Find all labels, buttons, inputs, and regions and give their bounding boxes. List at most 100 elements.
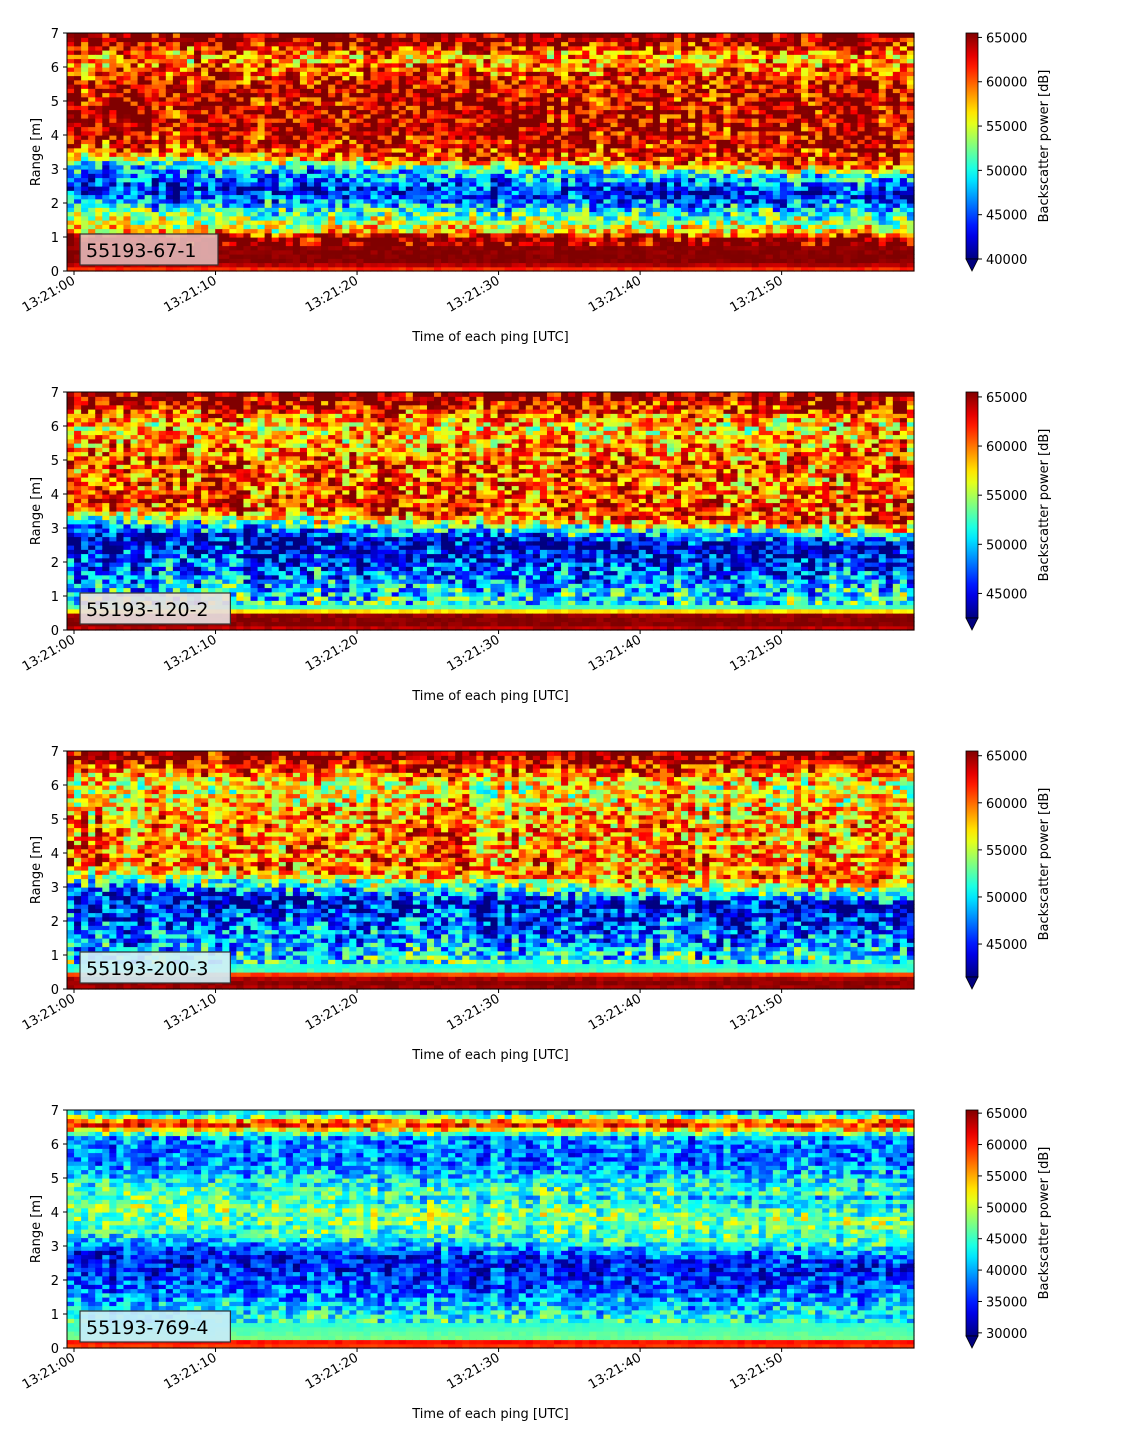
heatmap-cell xyxy=(187,229,195,234)
heatmap-cell xyxy=(300,161,308,166)
heatmap-cell xyxy=(519,237,527,242)
heatmap-cell xyxy=(328,110,336,115)
heatmap-cell xyxy=(88,118,96,123)
heatmap-cell xyxy=(349,241,357,246)
heatmap-cell xyxy=(222,246,230,251)
heatmap-cell xyxy=(399,93,407,98)
heatmap-cell xyxy=(413,37,421,42)
heatmap-cell xyxy=(526,220,534,225)
heatmap-cell xyxy=(483,54,491,59)
heatmap-cell xyxy=(123,224,131,229)
heatmap-cell xyxy=(243,207,251,212)
heatmap-cell xyxy=(533,110,541,115)
heatmap-cell xyxy=(67,37,75,42)
heatmap-cell xyxy=(109,139,117,144)
heatmap-cell xyxy=(159,203,167,208)
heatmap-cell xyxy=(208,122,216,127)
heatmap-cell xyxy=(95,152,103,157)
heatmap-cell xyxy=(378,258,386,263)
heatmap-cell xyxy=(109,165,117,170)
heatmap-cell xyxy=(342,250,350,255)
heatmap-cell xyxy=(173,54,181,59)
heatmap-cell xyxy=(314,212,322,217)
heatmap-cell xyxy=(116,182,124,187)
heatmap-cell xyxy=(413,199,421,204)
heatmap-cell xyxy=(533,165,541,170)
heatmap-cell xyxy=(519,186,527,191)
heatmap-cell xyxy=(123,148,131,153)
heatmap-cell xyxy=(533,127,541,132)
heatmap-cell xyxy=(88,216,96,221)
heatmap-cell xyxy=(342,182,350,187)
heatmap-cell xyxy=(243,33,251,38)
heatmap-cell xyxy=(258,258,266,263)
heatmap-cell xyxy=(265,54,273,59)
heatmap-cell xyxy=(378,224,386,229)
heatmap-cell xyxy=(491,97,499,102)
heatmap-cell xyxy=(123,42,131,47)
heatmap-cell xyxy=(215,105,223,110)
heatmap-cell xyxy=(116,50,124,55)
heatmap-cell xyxy=(413,233,421,238)
heatmap-cell xyxy=(102,178,110,183)
heatmap-cell xyxy=(307,59,315,64)
heatmap-cell xyxy=(448,46,456,51)
heatmap-cell xyxy=(159,139,167,144)
heatmap-cell xyxy=(187,131,195,136)
heatmap-cell xyxy=(123,54,131,59)
heatmap-cell xyxy=(251,233,259,238)
heatmap-cell xyxy=(109,88,117,93)
heatmap-cell xyxy=(131,63,139,68)
heatmap-cell xyxy=(236,110,244,115)
heatmap-cell xyxy=(462,173,470,178)
heatmap-cell xyxy=(448,250,456,255)
heatmap-cell xyxy=(363,233,371,238)
heatmap-cell xyxy=(159,199,167,204)
heatmap-cell xyxy=(81,165,89,170)
heatmap-cell xyxy=(512,216,520,221)
heatmap-cell xyxy=(526,178,534,183)
heatmap-cell xyxy=(526,42,534,47)
heatmap-cell xyxy=(180,84,188,89)
heatmap-cell xyxy=(222,76,230,81)
heatmap-cell xyxy=(222,224,230,229)
heatmap-cell xyxy=(526,59,534,64)
heatmap-cell xyxy=(123,63,131,68)
heatmap-cell xyxy=(243,84,251,89)
heatmap-cell xyxy=(145,93,153,98)
heatmap-cell xyxy=(434,203,442,208)
heatmap-cell xyxy=(258,173,266,178)
heatmap-cell xyxy=(335,224,343,229)
heatmap-cell xyxy=(138,46,146,51)
heatmap-cell xyxy=(272,114,280,119)
heatmap-cell xyxy=(236,246,244,251)
heatmap-cell xyxy=(307,190,315,195)
heatmap-cell xyxy=(116,212,124,217)
heatmap-cell xyxy=(279,88,287,93)
heatmap-cell xyxy=(243,118,251,123)
heatmap-cell xyxy=(272,212,280,217)
heatmap-cell xyxy=(413,165,421,170)
heatmap-cell xyxy=(476,250,484,255)
heatmap-cell xyxy=(399,88,407,93)
heatmap-cell xyxy=(272,50,280,55)
heatmap-cell xyxy=(469,161,477,166)
heatmap-cell xyxy=(201,139,209,144)
heatmap-cell xyxy=(258,186,266,191)
heatmap-cell xyxy=(300,135,308,140)
heatmap-cell xyxy=(243,212,251,217)
heatmap-cell xyxy=(540,207,548,212)
heatmap-cell xyxy=(491,84,499,89)
heatmap-cell xyxy=(222,63,230,68)
heatmap-cell xyxy=(109,182,117,187)
heatmap-cell xyxy=(483,131,491,136)
heatmap-cell xyxy=(236,105,244,110)
heatmap-cell xyxy=(321,250,329,255)
heatmap-cell xyxy=(427,144,435,149)
heatmap-cell xyxy=(533,203,541,208)
heatmap-cell xyxy=(222,139,230,144)
heatmap-cell xyxy=(81,212,89,217)
heatmap-cell xyxy=(462,97,470,102)
heatmap-cell xyxy=(342,169,350,174)
heatmap-cell xyxy=(293,144,301,149)
